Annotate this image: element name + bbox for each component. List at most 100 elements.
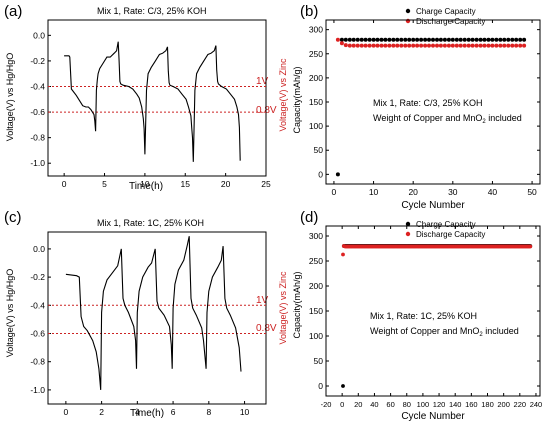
panel-b-charge-point <box>486 37 491 42</box>
panel-b-charge-point <box>423 37 428 42</box>
panel-b-charge-point <box>478 37 483 42</box>
panel-b-ytick-label: 100 <box>309 121 323 131</box>
panel-b-charge-point <box>482 37 487 42</box>
panel-b-discharge-point <box>450 43 455 48</box>
panel-d-xtick-label: 160 <box>465 400 478 409</box>
panel-b-charge-point <box>351 37 356 42</box>
panel-b-discharge-point <box>351 43 356 48</box>
panel-b-discharge-point <box>522 43 527 48</box>
panel-d-legend-charge: Charge Capacity <box>416 220 476 229</box>
panel-b-legend-charge: Charge Capacity <box>416 7 476 16</box>
panel-b-discharge-point <box>383 43 388 48</box>
panel-d-letter: (d) <box>300 209 318 226</box>
panel-b: (b) Capacity(mAh/g) Cycle Number Charge … <box>292 3 541 211</box>
panel-b-charge-point <box>446 37 451 42</box>
panel-d-discharge-point <box>341 252 345 257</box>
panel-c-xtick-label: 10 <box>240 407 250 417</box>
panel-a-ytick-label: -0.8 <box>30 133 45 143</box>
panel-b-charge-point <box>438 37 443 42</box>
panel-b-charge-point <box>431 37 435 42</box>
panel-b-discharge-point <box>411 43 416 48</box>
panel-b-charge-point <box>494 37 499 42</box>
panel-d-xtick-label: 40 <box>370 400 378 409</box>
panel-b-discharge-point <box>375 43 380 48</box>
panel-b-charge-point <box>510 37 515 42</box>
panel-d-ytick-label: 100 <box>309 331 323 341</box>
panel-b-discharge-point <box>431 43 435 48</box>
panel-b-charge-point <box>387 37 392 42</box>
panel-b-charge-point <box>411 37 416 42</box>
panel-b-charge-point <box>363 37 368 42</box>
panel-b-discharge-point <box>498 43 503 48</box>
panel-d-xtick-label: -20 <box>321 400 332 409</box>
panel-b-discharge-point <box>518 43 523 48</box>
panel-b-discharge-point <box>446 43 451 48</box>
panel-d-xtick-label: 180 <box>481 400 494 409</box>
panel-b-charge-point <box>522 37 527 42</box>
panel-b-xlabel: Cycle Number <box>401 200 465 211</box>
panel-b-discharge-point <box>458 43 463 48</box>
panel-c-xtick-label: 8 <box>206 407 211 417</box>
panel-b-charge-point <box>359 37 364 42</box>
panel-d-xtick-label: 220 <box>514 400 527 409</box>
panel-b-discharge-point <box>367 43 372 48</box>
panel-b-discharge-point <box>355 43 360 48</box>
panel-d-ytick-label: 50 <box>314 356 324 366</box>
panel-b-charge-point <box>375 37 380 42</box>
panel-d-xtick-label: 100 <box>417 400 430 409</box>
panel-b-discharge-point <box>363 43 368 48</box>
panel-b-ytick-label: 150 <box>309 97 323 107</box>
panel-b-discharge-point <box>339 41 344 46</box>
panel-d-ytick-label: 300 <box>309 231 323 241</box>
panel-a-xtick-label: 5 <box>102 179 107 189</box>
panel-c-xtick-label: 4 <box>135 407 140 417</box>
panel-c-xtick-label: 0 <box>64 407 69 417</box>
panel-c-letter: (c) <box>4 209 22 226</box>
panel-b-charge-point <box>415 37 420 42</box>
panel-b-charge-point <box>335 172 340 177</box>
panel-d-xtick-label: 0 <box>340 400 344 409</box>
panel-c-voltage-line <box>65 236 242 390</box>
panel-b-discharge-point <box>427 43 431 48</box>
panel-b-discharge-point <box>490 43 495 48</box>
panel-d-ytick-label: 200 <box>309 281 323 291</box>
panel-b-charge-point <box>466 37 471 42</box>
panel-b-discharge-point <box>482 43 487 48</box>
panel-d-legend-discharge: Discharge Capacity <box>416 230 485 239</box>
panel-c-ytick-label: -0.6 <box>30 329 45 339</box>
panel-b-charge-point <box>383 37 388 42</box>
panel-d-note-1: Mix 1, Rate: 1C, 25% KOH <box>370 311 477 321</box>
panel-b-charge-point <box>498 37 503 42</box>
panel-a-letter: (a) <box>4 3 22 20</box>
panel-d-xtick-label: 120 <box>433 400 446 409</box>
panel-b-discharge-point <box>494 43 499 48</box>
panel-b-xtick-label: 30 <box>448 187 458 197</box>
panel-b-discharge-point <box>387 43 392 48</box>
panel-b-legend-marker-discharge <box>405 18 411 24</box>
panel-a-ref-label-1v: 1V <box>256 76 269 87</box>
panel-b-discharge-point <box>486 43 491 48</box>
panel-b-charge-point <box>450 37 455 42</box>
panel-b-discharge-point <box>419 43 424 48</box>
panel-c-ylabel-right: Voltage(V) vs Zinc <box>278 271 288 345</box>
panel-b-xtick-label: 10 <box>369 187 379 197</box>
panel-b-letter: (b) <box>300 3 318 20</box>
panel-b-discharge-point <box>347 43 352 48</box>
panel-a-plot: 0 5 10 15 20 25 -1.0 -0.8 -0.6 -0.4 -0.2 0.0 <box>30 19 271 189</box>
panel-b-discharge-point <box>502 43 507 48</box>
panel-b-discharge-point <box>474 43 479 48</box>
panel-b-charge-point <box>474 37 479 42</box>
panel-b-charge-point <box>518 37 523 42</box>
panel-b-discharge-point <box>395 43 400 48</box>
panel-b-charge-point <box>506 37 511 42</box>
panel-d-ytick-label: 0 <box>318 381 323 391</box>
panel-b-discharge-point <box>438 43 443 48</box>
panel-b-ytick-label: 0 <box>318 169 323 179</box>
panel-c-ylabel: Voltage(V) vs Hg/HgO <box>5 269 15 358</box>
panel-d-charge-point <box>341 384 345 388</box>
panel-b-xtick-label: 40 <box>488 187 498 197</box>
panel-b-charge-point <box>391 37 396 42</box>
panel-b-charge-point <box>442 37 447 42</box>
panel-b-discharge-point <box>510 43 515 48</box>
panel-d-note-2: Weight of Copper and MnO2 included <box>370 326 519 338</box>
